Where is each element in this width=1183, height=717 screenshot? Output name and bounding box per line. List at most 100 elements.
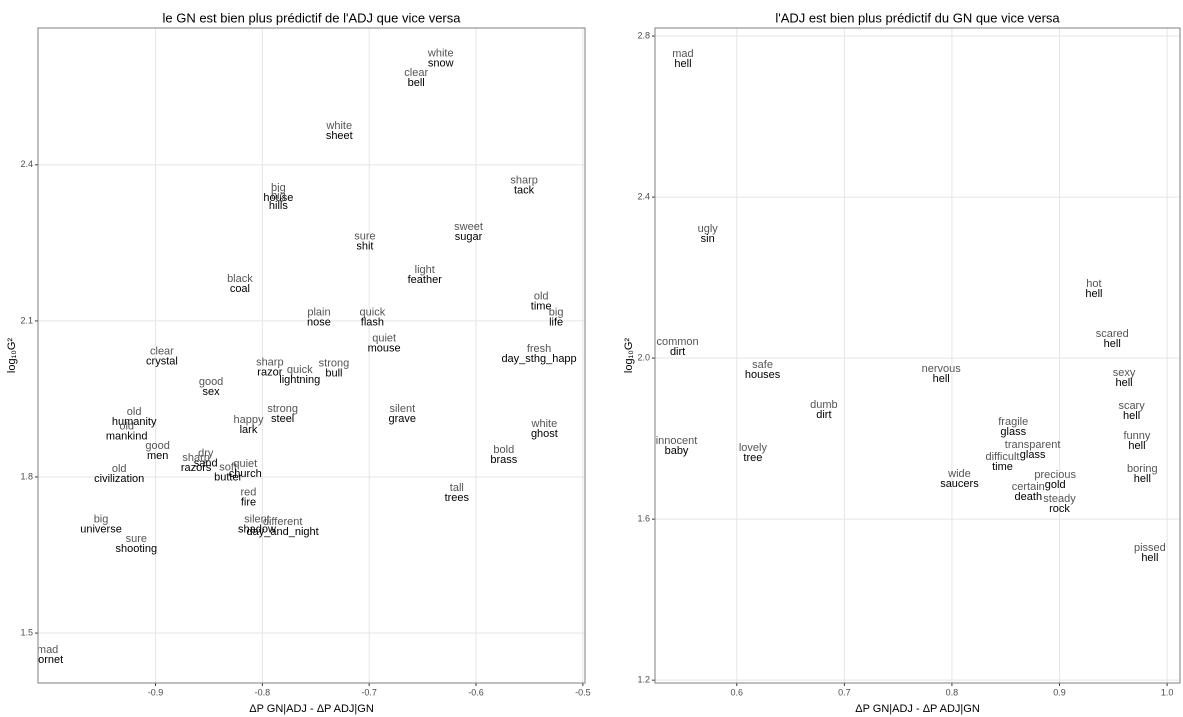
x-tick-label: 0.7 [838,687,851,697]
noun-label: dirt [816,409,831,421]
x-tick-label: 0.9 [1053,687,1066,697]
noun-label: saucers [940,478,979,490]
adjective-label: light [415,264,435,276]
adjective-label: dry [198,448,214,460]
noun-label: glass [1020,449,1046,461]
adjective-label: sweet [454,221,483,233]
adjective-label: old [534,291,549,303]
adjective-label: sharp [256,357,284,369]
adjective-label: plain [307,307,330,319]
noun-label: sex [203,386,221,398]
plot-background [38,28,585,683]
adjective-label: wide [947,468,971,480]
plot-area: whitesnowclearbellwhitesheetbighousebigh… [32,48,577,666]
adjective-label: big [94,514,109,526]
noun-label: baby [665,445,689,457]
noun-label: rock [1049,503,1070,515]
adjective-label: quick [287,364,313,376]
noun-label: grave [389,413,417,425]
y-tick-label: 2.1 [20,315,33,325]
adjective-label: old [112,463,127,475]
noun-label: civilization [94,473,144,485]
adjective-label: lovely [739,442,768,454]
adjective-label: big [549,307,564,319]
y-axis-title: log₁₀G² [623,338,635,374]
noun-label: trees [445,492,470,504]
adjective-label: mad [672,48,693,60]
adjective-label: white [325,120,352,132]
y-axis-title: log₁₀G² [6,338,18,374]
noun-label: glass [1000,426,1026,438]
adjective-label: fresh [527,343,551,355]
adjective-label: scary [1118,400,1145,412]
adjective-label: precious [1034,469,1076,481]
noun-label: hell [1104,338,1121,350]
noun-label: hell [1115,377,1132,389]
adjective-label: mad [37,644,58,656]
noun-label: hell [1085,288,1102,300]
noun-label: hornet [32,654,63,666]
adjective-label: tall [450,482,464,494]
noun-label: sand [194,458,218,470]
noun-label: sheet [326,130,353,142]
noun-label: shadow [238,524,276,536]
panel: -0.9 -0.8 -0.7 -0.6 -0.51.51.82.12.4whitesno… [6,10,591,714]
noun-label: life [549,317,563,329]
x-tick-label: -0.8 [255,687,271,697]
adjective-label: black [227,273,253,285]
noun-label: day_sthg_happ [501,353,576,365]
adjective-label: common [656,336,698,348]
noun-label: hell [1141,552,1158,564]
x-tick-label: -0.9 [148,687,164,697]
adjective-label: fragile [998,416,1028,428]
adjective-label: good [199,376,223,388]
noun-label: shooting [115,543,157,555]
noun-label: brass [490,454,517,466]
noun-label: tack [514,185,535,197]
adjective-label: nervous [922,363,962,375]
y-tick-label: 1.6 [637,514,650,524]
noun-label: mankind [106,431,148,443]
noun-label: bull [325,368,342,380]
x-tick-label: -0.7 [361,687,377,697]
noun-label: lark [240,424,258,436]
adjective-label: clear [404,67,428,79]
chart-title: l'ADJ est bien plus prédictif du GN que … [775,10,1060,25]
y-tick-label: 2.4 [20,159,33,169]
noun-label: razor [257,367,282,379]
x-axis-title: ΔP GN|ADJ - ΔP ADJ|GN [855,703,980,715]
noun-label: mouse [368,343,401,355]
adjective-label: sexy [1113,367,1136,379]
adjective-label: good [145,440,169,452]
adjective-label: old [119,421,134,433]
adjective-label: safe [752,359,773,371]
noun-label: death [1015,491,1043,503]
x-tick-label: -0.6 [468,687,484,697]
adjective-label: sharp [182,452,210,464]
adjective-label: sure [354,231,375,243]
adjective-label: strong [319,358,350,370]
